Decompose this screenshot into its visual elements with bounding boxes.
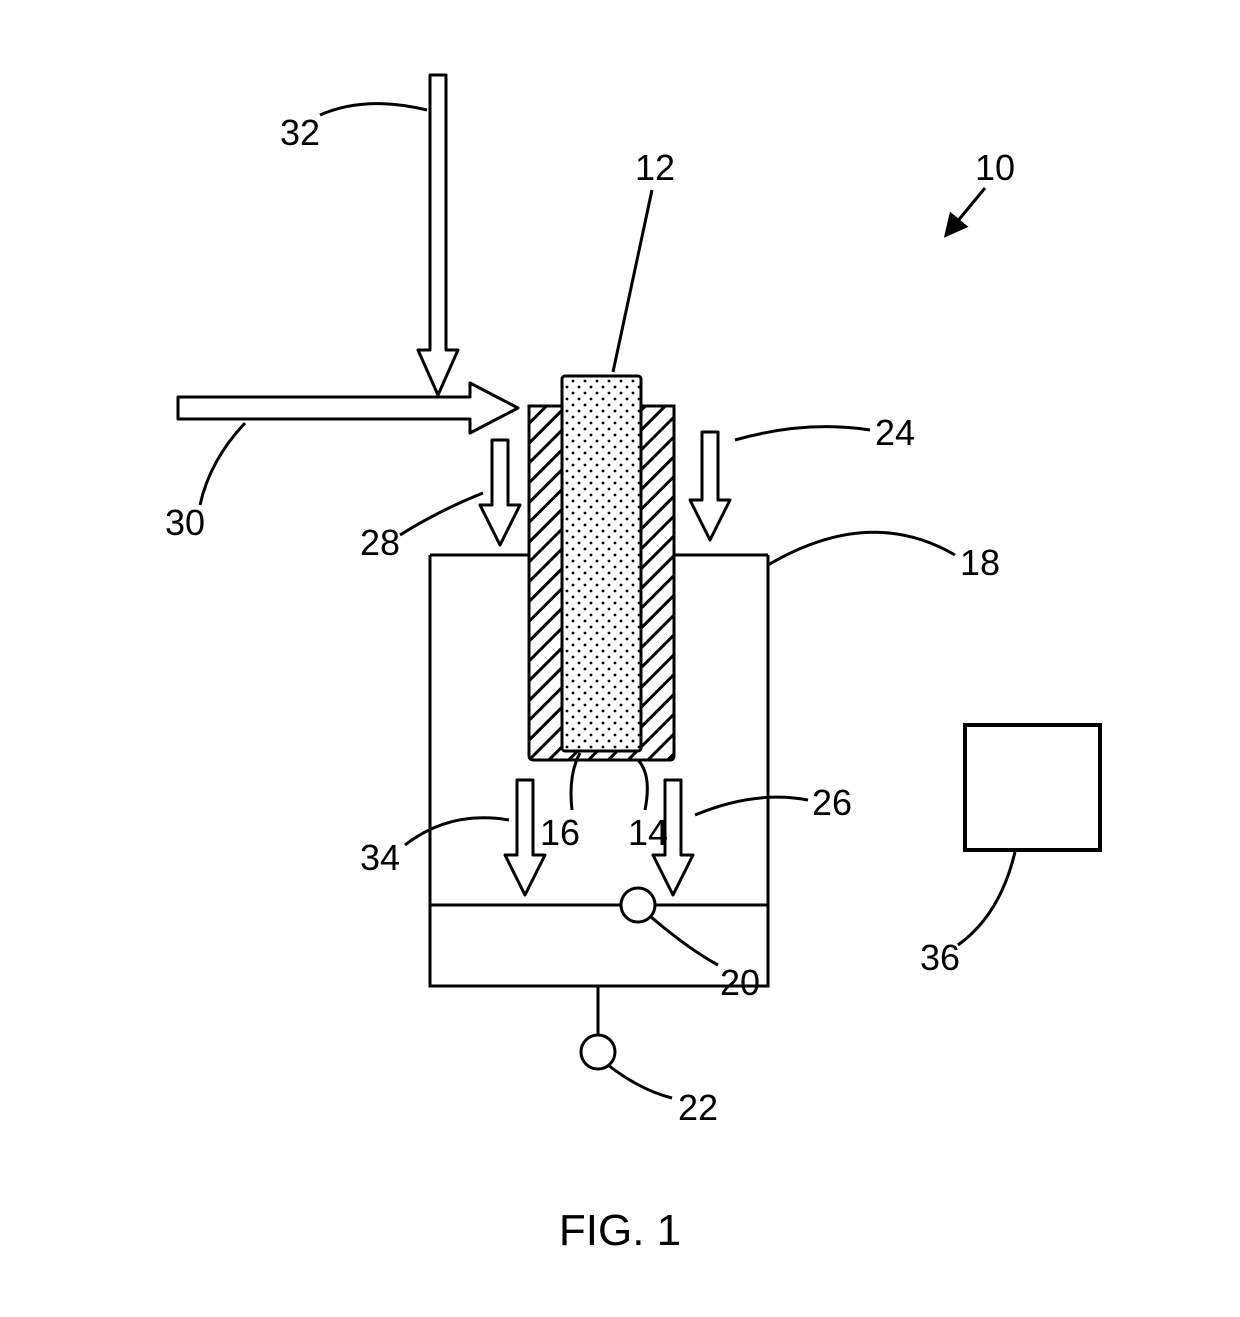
label-10: 10 bbox=[975, 147, 1015, 188]
arrow-30 bbox=[178, 383, 518, 433]
core-12 bbox=[562, 376, 641, 751]
label-24: 24 bbox=[875, 412, 915, 453]
label-22: 22 bbox=[678, 1087, 718, 1128]
label-28: 28 bbox=[360, 522, 400, 563]
label-16: 16 bbox=[540, 812, 580, 853]
label-30: 30 bbox=[165, 502, 205, 543]
arrow-28 bbox=[480, 440, 520, 545]
label-14: 14 bbox=[628, 812, 668, 853]
label-34: 34 bbox=[360, 837, 400, 878]
arrow-32 bbox=[418, 75, 458, 395]
arrow-34 bbox=[505, 780, 545, 895]
box-36 bbox=[965, 725, 1100, 850]
label-36: 36 bbox=[920, 937, 960, 978]
arrow-24 bbox=[690, 432, 730, 540]
node-20 bbox=[621, 888, 655, 922]
ref-arrow-10 bbox=[947, 188, 985, 234]
label-12: 12 bbox=[635, 147, 675, 188]
label-32: 32 bbox=[280, 112, 320, 153]
figure-caption: FIG. 1 bbox=[559, 1206, 681, 1255]
label-18: 18 bbox=[960, 542, 1000, 583]
label-20: 20 bbox=[720, 962, 760, 1003]
outlet-22 bbox=[581, 986, 615, 1069]
label-26: 26 bbox=[812, 782, 852, 823]
